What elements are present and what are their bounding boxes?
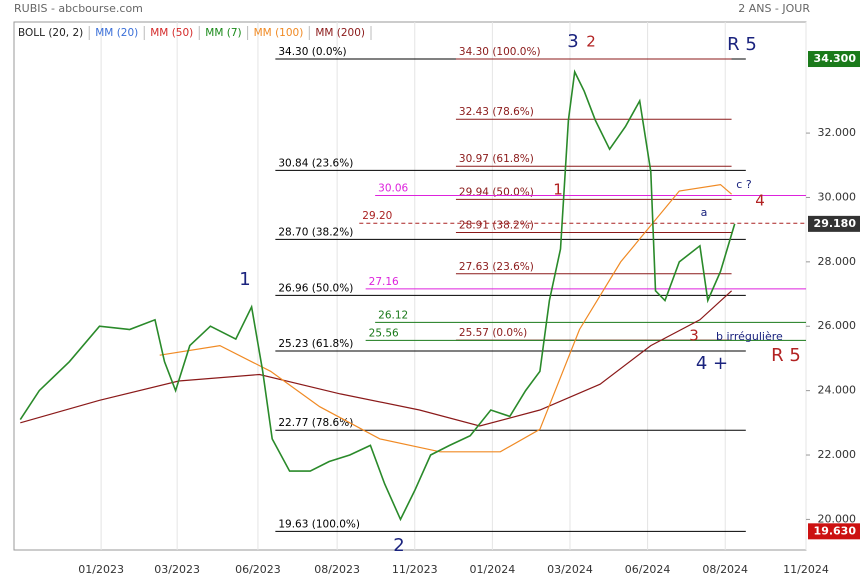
- level-label: 26.96 (50.0%): [278, 282, 353, 294]
- annotations: 1 2 3 2 1 R 5 c ? 4 a 3 b irrégulière 4 …: [239, 31, 801, 556]
- wave-label: 2: [393, 535, 404, 556]
- x-tick-label: 11/2023: [392, 563, 438, 576]
- level-label: 25.23 (61.8%): [278, 338, 353, 350]
- price-badge: [808, 523, 860, 540]
- source-title: RUBIS - abcbourse.com: [14, 2, 143, 15]
- level-label: 28.70 (38.2%): [278, 226, 353, 238]
- period: 2 ANS - JOUR: [738, 2, 810, 15]
- price-badge: [808, 51, 860, 68]
- wave-label: 4 +: [696, 353, 728, 374]
- price-badge-label: 29.180: [814, 217, 857, 230]
- x-tick-label: 03/2024: [547, 563, 593, 576]
- ma-line: [20, 290, 733, 427]
- wave-label: c ?: [736, 178, 752, 191]
- legend-entry: BOLL (20, 2): [18, 27, 83, 39]
- price-badge-label: 19.630: [814, 524, 857, 537]
- wave-label: 2: [586, 33, 596, 51]
- y-tick-label: 24.000: [818, 384, 857, 397]
- y-tick-label: 20.000: [818, 512, 857, 525]
- x-tick-label: 11/2024: [783, 563, 829, 576]
- price-line: [19, 69, 736, 522]
- level-label: 22.77 (78.6%): [278, 417, 353, 429]
- y-tick-label: 30.000: [818, 190, 857, 203]
- wave-label: 1: [553, 181, 563, 199]
- wave-label: 1: [239, 269, 250, 290]
- legend-entry: MM (100): [254, 27, 304, 39]
- level-label: 32.43 (78.6%): [459, 106, 534, 118]
- x-tick-label: 03/2023: [154, 563, 200, 576]
- price-badge: [808, 215, 860, 232]
- level-label: 27.16: [369, 276, 399, 288]
- ma-line: [159, 183, 732, 453]
- level-label: 34.30 (100.0%): [459, 46, 541, 58]
- level-label: 29.20: [362, 210, 392, 222]
- x-tick-label: 08/2023: [314, 563, 360, 576]
- price-badge-label: 34.300: [814, 52, 857, 65]
- wave-label: b irrégulière: [716, 330, 783, 343]
- legend-entry: MM (7): [205, 27, 241, 39]
- level-label: 29.94 (50.0%): [459, 186, 534, 198]
- wave-label: R 5: [771, 345, 801, 366]
- x-tick-label: 06/2023: [235, 563, 281, 576]
- level-label: 30.97 (61.8%): [459, 153, 534, 165]
- wave-label: 3: [689, 327, 699, 345]
- x-tick-label: 01/2024: [470, 563, 516, 576]
- x-tick-label: 01/2023: [78, 563, 124, 576]
- level-label: 27.63 (23.6%): [459, 261, 534, 273]
- wave-label: R 5: [727, 34, 757, 55]
- level-label: 30.84 (23.6%): [278, 157, 353, 169]
- y-tick-label: 22.000: [818, 448, 857, 461]
- level-label: 30.06: [378, 183, 408, 195]
- y-tick-label: 28.000: [818, 255, 857, 268]
- y-tick-label: 26.000: [818, 319, 857, 332]
- level-label: 19.63 (100.0%): [278, 518, 360, 530]
- wave-label: a: [701, 206, 708, 219]
- legend-entry: MM (50): [150, 27, 193, 39]
- level-label: 26.12: [378, 309, 408, 321]
- level-label: 25.56: [369, 327, 399, 339]
- x-tick-label: 06/2024: [625, 563, 671, 576]
- plot-frame: [13, 21, 807, 551]
- wave-label: 4: [755, 192, 765, 210]
- legend-entry: MM (200): [315, 27, 365, 39]
- legend-entry: MM (20): [95, 27, 138, 39]
- wave-label: 3: [567, 31, 578, 52]
- level-label: 28.91 (38.2%): [459, 220, 534, 232]
- level-label: 34.30 (0.0%): [278, 46, 346, 58]
- y-tick-label: 32.000: [818, 126, 857, 139]
- x-tick-label: 08/2024: [702, 563, 748, 576]
- level-label: 25.57 (0.0%): [459, 327, 527, 339]
